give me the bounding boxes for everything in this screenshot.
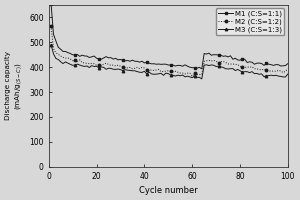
M2 (C:S=1:2) xyxy=(193,72,196,75)
X-axis label: Cycle number: Cycle number xyxy=(139,186,198,195)
M2 (C:S=1:2) xyxy=(286,68,290,70)
M3 (C:S=1:3) xyxy=(171,74,175,77)
M1 (C:S=1:1) xyxy=(269,63,273,66)
M1 (C:S=1:1) xyxy=(277,63,280,66)
Legend: M1 (C:S=1:1), M2 (C:S=1:2), M3 (C:S=1:3): M1 (C:S=1:1), M2 (C:S=1:2), M3 (C:S=1:3) xyxy=(216,8,284,35)
Line: M2 (C:S=1:2): M2 (C:S=1:2) xyxy=(50,25,289,78)
M2 (C:S=1:2) xyxy=(190,75,194,78)
M3 (C:S=1:3) xyxy=(269,74,273,76)
M1 (C:S=1:1) xyxy=(104,55,108,58)
M1 (C:S=1:1) xyxy=(286,62,290,65)
M3 (C:S=1:3) xyxy=(286,73,290,75)
M3 (C:S=1:3) xyxy=(200,78,204,80)
Line: M3 (C:S=1:3): M3 (C:S=1:3) xyxy=(50,43,289,80)
M3 (C:S=1:3) xyxy=(49,43,53,46)
M2 (C:S=1:2) xyxy=(269,70,273,73)
M1 (C:S=1:1) xyxy=(171,64,175,66)
M2 (C:S=1:2) xyxy=(171,71,175,73)
M1 (C:S=1:1) xyxy=(190,66,194,69)
M1 (C:S=1:1) xyxy=(200,68,204,70)
Y-axis label: Discharge capacity
(mAh/g$_{(S-C)}$): Discharge capacity (mAh/g$_{(S-C)}$) xyxy=(5,51,24,120)
M2 (C:S=1:2) xyxy=(104,62,108,64)
M1 (C:S=1:1) xyxy=(95,57,98,59)
Line: M1 (C:S=1:1): M1 (C:S=1:1) xyxy=(50,3,289,70)
M3 (C:S=1:3) xyxy=(95,65,98,67)
M3 (C:S=1:3) xyxy=(277,75,280,77)
M3 (C:S=1:3) xyxy=(104,68,108,70)
M2 (C:S=1:2) xyxy=(277,69,280,72)
M2 (C:S=1:2) xyxy=(49,25,53,27)
M3 (C:S=1:3) xyxy=(190,77,194,79)
M2 (C:S=1:2) xyxy=(95,64,98,67)
M1 (C:S=1:1) xyxy=(49,3,53,5)
